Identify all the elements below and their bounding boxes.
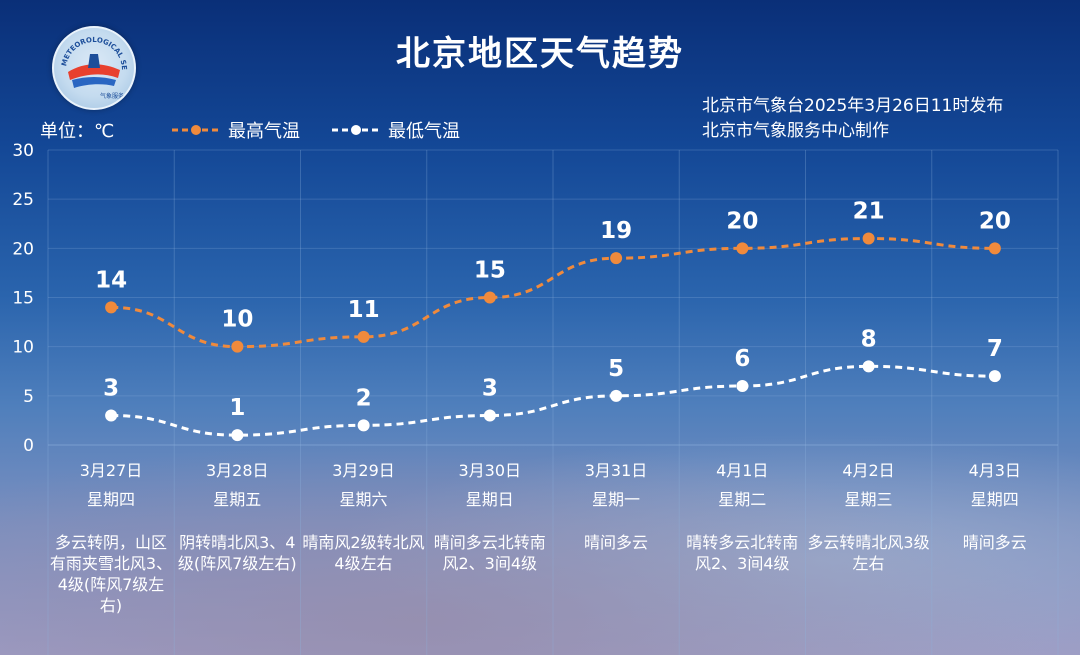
max-temp-point xyxy=(610,252,623,265)
svg-text:气象服务: 气象服务 xyxy=(100,92,124,100)
day-weekday: 星期三 xyxy=(844,490,893,509)
max-temp-point xyxy=(483,291,496,304)
max-temp-data-label: 10 xyxy=(221,307,253,333)
max-temp-point xyxy=(736,242,749,255)
max-temp-point xyxy=(988,242,1001,255)
min-temp-point xyxy=(736,380,749,392)
day-weekday: 星期四 xyxy=(86,490,135,509)
max-temp-data-label: 19 xyxy=(600,218,632,244)
y-tick-label: 5 xyxy=(23,387,34,407)
day-weather: 阴转晴北风3、4级(阵风7级左右) xyxy=(177,533,297,573)
day-weather: 晴间多云北转南风2、3间4级 xyxy=(433,533,546,573)
max-temp-data-label: 20 xyxy=(726,208,758,234)
day-date: 3月28日 xyxy=(205,461,269,480)
day-date: 4月3日 xyxy=(968,461,1021,480)
meteorological-service-logo: METEOROLOGICAL SERVICE 气象服务 xyxy=(52,26,136,110)
day-column: 3月31日星期一晴间多云 xyxy=(553,460,679,553)
issuer-line-1: 北京市气象台2025年3月26日11时发布 xyxy=(702,96,1004,116)
y-tick-label: 15 xyxy=(12,289,34,309)
min-temp-point xyxy=(483,409,496,422)
day-weekday: 星期五 xyxy=(213,490,262,509)
legend-max-line-icon xyxy=(172,125,220,135)
min-temp-point xyxy=(231,429,244,442)
min-temp-point xyxy=(610,389,623,402)
max-temp-data-label: 20 xyxy=(979,208,1011,234)
day-date: 3月27日 xyxy=(79,461,143,480)
day-weather: 晴南风2级转北风4级左右 xyxy=(302,533,425,573)
min-temp-data-label: 3 xyxy=(482,376,498,402)
issuer-line-2: 北京市气象服务中心制作 xyxy=(702,121,889,141)
day-column: 4月2日星期三多云转晴北风3级左右 xyxy=(806,460,932,574)
day-weekday: 星期一 xyxy=(591,490,640,509)
max-temp-data-label: 21 xyxy=(853,199,885,225)
day-column: 3月29日星期六晴南风2级转北风4级左右 xyxy=(301,460,427,574)
day-column: 3月30日星期日晴间多云北转南风2、3间4级 xyxy=(427,460,553,574)
min-temp-point xyxy=(357,419,370,432)
max-temp-series-line xyxy=(111,236,995,349)
max-temp-data-label: 14 xyxy=(95,267,127,293)
min-temp-point xyxy=(988,370,1001,383)
day-date: 3月29日 xyxy=(332,461,395,480)
min-temp-data-label: 7 xyxy=(987,336,1003,362)
issuer-info: 北京市气象台2025年3月26日11时发布 北京市气象服务中心制作 xyxy=(702,94,1003,144)
unit-label: 单位：℃ xyxy=(40,121,115,142)
day-column: 4月1日星期二晴转多云北转南风2、3间4级 xyxy=(679,460,805,574)
legend-min-label: 最低气温 xyxy=(388,121,460,142)
day-date: 4月2日 xyxy=(842,461,895,480)
day-date: 3月30日 xyxy=(458,461,522,480)
day-date: 4月1日 xyxy=(716,461,769,480)
legend-max-temp: 最高气温 xyxy=(170,117,300,143)
day-weekday: 星期四 xyxy=(970,490,1019,509)
min-temp-data-label: 2 xyxy=(356,385,372,411)
day-weather: 晴转多云北转南风2、3间4级 xyxy=(686,533,799,573)
y-tick-label: 0 xyxy=(23,436,34,456)
day-weather: 晴间多云 xyxy=(962,533,1027,552)
max-temp-data-label: 11 xyxy=(348,297,380,323)
max-temp-point xyxy=(105,301,118,314)
day-date: 3月31日 xyxy=(584,461,648,480)
min-temp-data-label: 5 xyxy=(608,356,624,382)
legend-min-temp: 最低气温 xyxy=(330,117,460,143)
day-weekday: 星期六 xyxy=(339,490,388,509)
y-tick-label: 30 xyxy=(12,141,34,161)
min-temp-point xyxy=(862,360,875,373)
legend-min-line-icon xyxy=(332,125,380,135)
day-weather: 晴间多云 xyxy=(583,533,648,552)
day-column: 3月28日星期五阴转晴北风3、4级(阵风7级左右) xyxy=(174,460,300,574)
y-tick-label: 20 xyxy=(12,239,34,259)
page-title: 北京地区天气趋势 xyxy=(396,34,684,74)
day-weekday: 星期二 xyxy=(718,490,767,509)
y-tick-label: 25 xyxy=(12,190,34,210)
day-weekday: 星期日 xyxy=(465,490,514,509)
legend-max-label: 最高气温 xyxy=(228,121,300,142)
min-temp-data-label: 8 xyxy=(861,326,877,352)
min-temp-data-label: 1 xyxy=(229,395,245,421)
min-temp-series-line xyxy=(111,364,995,437)
day-weather: 多云转晴北风3级左右 xyxy=(807,533,930,573)
max-temp-data-label: 15 xyxy=(474,258,506,284)
max-temp-point xyxy=(357,330,370,343)
max-temp-point xyxy=(231,340,244,353)
min-temp-data-label: 6 xyxy=(734,346,750,372)
day-column: 3月27日星期四多云转阴，山区有雨夹雪北风3、4级(阵风7级左右) xyxy=(48,460,174,616)
max-temp-point xyxy=(862,232,875,245)
min-temp-data-label: 3 xyxy=(103,376,119,402)
day-weather: 多云转阴，山区有雨夹雪北风3、4级(阵风7级左右) xyxy=(49,533,173,615)
min-temp-point xyxy=(105,409,118,422)
y-tick-label: 10 xyxy=(12,338,34,358)
day-column: 4月3日星期四晴间多云 xyxy=(932,460,1058,553)
